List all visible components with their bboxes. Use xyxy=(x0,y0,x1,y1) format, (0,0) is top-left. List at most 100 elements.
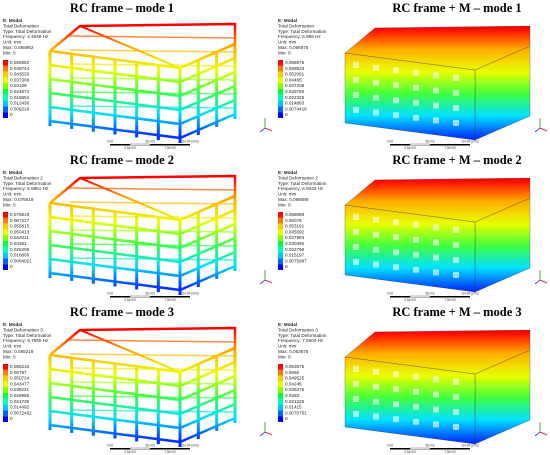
panel-title: RC frame – mode 3 xyxy=(70,305,174,319)
legend-swatch xyxy=(3,393,8,399)
model-window xyxy=(413,69,419,76)
building-model xyxy=(344,25,531,141)
building-model xyxy=(48,326,237,447)
model-window xyxy=(353,62,359,68)
model-window xyxy=(393,264,399,271)
scale-label: 5e+03 xyxy=(426,292,435,296)
legend-swatch xyxy=(3,94,8,101)
legend-label: 0.030395 xyxy=(285,241,305,246)
scale-label: 0.00 xyxy=(387,140,393,144)
legend-label: 0.012436 xyxy=(10,101,30,106)
legend-label: 0.075619 xyxy=(10,212,30,217)
axis-triad xyxy=(259,431,266,437)
model-window xyxy=(373,261,379,268)
legend-label: 0.0566 xyxy=(285,370,299,375)
model-window xyxy=(353,107,359,113)
model-beam xyxy=(69,339,236,343)
axis-triad xyxy=(264,431,273,436)
model-beam xyxy=(69,63,236,67)
legend-swatch xyxy=(3,241,8,247)
legend-swatch xyxy=(3,375,8,382)
info-line: Unit: mm xyxy=(3,40,22,45)
legend-label: 0.015197 xyxy=(285,253,305,258)
legend-swatch xyxy=(278,404,283,411)
info-line: Type: Total Deformation xyxy=(3,181,52,186)
legend-swatch xyxy=(3,229,8,236)
info-line: Total Deformation 2 xyxy=(3,175,43,180)
legend-label: 0.043526 xyxy=(10,72,30,77)
scale-label: 0.00 xyxy=(387,292,393,296)
model-window xyxy=(433,406,439,413)
legend-label: 0.045592 xyxy=(285,229,305,234)
axis-triad xyxy=(264,127,273,132)
legend-swatch xyxy=(278,369,283,376)
legend-label: 0.025208 xyxy=(10,247,30,252)
legend-label: 0.03361 xyxy=(10,241,27,246)
model-roof-frame xyxy=(79,177,181,221)
legend-swatch xyxy=(278,77,283,84)
legend-label: 0.028985 xyxy=(10,393,30,398)
scale-label: 5e+03 xyxy=(146,140,155,144)
legend-label: 0 xyxy=(285,264,288,269)
axis-triad xyxy=(539,279,548,284)
model-window xyxy=(373,368,379,375)
legend-swatch xyxy=(3,410,8,417)
model-beam xyxy=(69,35,236,39)
info-line: E: Modal xyxy=(3,322,22,327)
scale-bar xyxy=(430,448,470,450)
info-line: Max: 0.066975 xyxy=(278,45,309,50)
axis-triad xyxy=(264,279,273,284)
legend-label: 0.0075987 xyxy=(285,258,307,263)
model-window xyxy=(393,112,399,119)
model-window xyxy=(373,398,379,405)
legend-swatch xyxy=(278,258,283,265)
model-beam xyxy=(179,208,236,236)
model-window xyxy=(393,416,399,423)
legend-swatch xyxy=(3,223,8,230)
legend-label: 0.0283 xyxy=(285,393,299,398)
model-beam xyxy=(69,77,236,81)
model-window xyxy=(413,251,419,258)
axis-triad xyxy=(539,127,548,132)
legend-swatch xyxy=(278,94,283,101)
scale-bar xyxy=(150,144,190,146)
model-roof xyxy=(344,25,531,71)
scale-label: 2.5e+03 xyxy=(404,146,416,150)
legend-label: 0.021739 xyxy=(10,399,30,404)
legend-label: 0.063675 xyxy=(285,364,305,369)
scale-label: 1e+04 (mm) xyxy=(181,140,198,144)
info-line: Frequency: 4.4649 Hz xyxy=(3,34,49,39)
legend-swatch xyxy=(3,246,8,253)
legend-swatch xyxy=(278,264,283,270)
legend-swatch xyxy=(3,89,8,95)
model-beam xyxy=(69,105,236,109)
model-window xyxy=(393,386,399,393)
model-beam xyxy=(179,98,236,126)
legend-label: 0.0084021 xyxy=(10,258,32,263)
model-window xyxy=(353,214,359,220)
panel-title: RC frame + M – mode 1 xyxy=(392,1,521,15)
legend-swatch xyxy=(278,246,283,253)
model-beam xyxy=(69,381,236,385)
scale-bar xyxy=(390,448,410,450)
model-window xyxy=(393,67,399,74)
axis-triad xyxy=(539,431,548,436)
legend-label: 0.052091 xyxy=(285,72,305,77)
legend-label: 0.036231 xyxy=(10,387,30,392)
legend-label: 0.043477 xyxy=(10,381,30,386)
legend-swatch xyxy=(278,89,283,95)
model-window xyxy=(453,272,459,278)
model-beam xyxy=(69,215,236,219)
legend-swatch xyxy=(3,364,8,370)
scale-label: 1e+04 (mm) xyxy=(181,444,198,448)
legend-label: 0.024872 xyxy=(10,89,30,94)
model-window xyxy=(353,259,359,265)
model-window xyxy=(453,379,459,385)
model-window xyxy=(373,64,379,71)
info-line: Unit: mm xyxy=(278,192,297,197)
model-window xyxy=(453,424,459,430)
legend-label: 0.0074416 xyxy=(285,106,307,111)
legend-label: 0.018654 xyxy=(10,95,30,100)
legend-label: 0 xyxy=(285,112,288,117)
model-window xyxy=(433,239,439,246)
